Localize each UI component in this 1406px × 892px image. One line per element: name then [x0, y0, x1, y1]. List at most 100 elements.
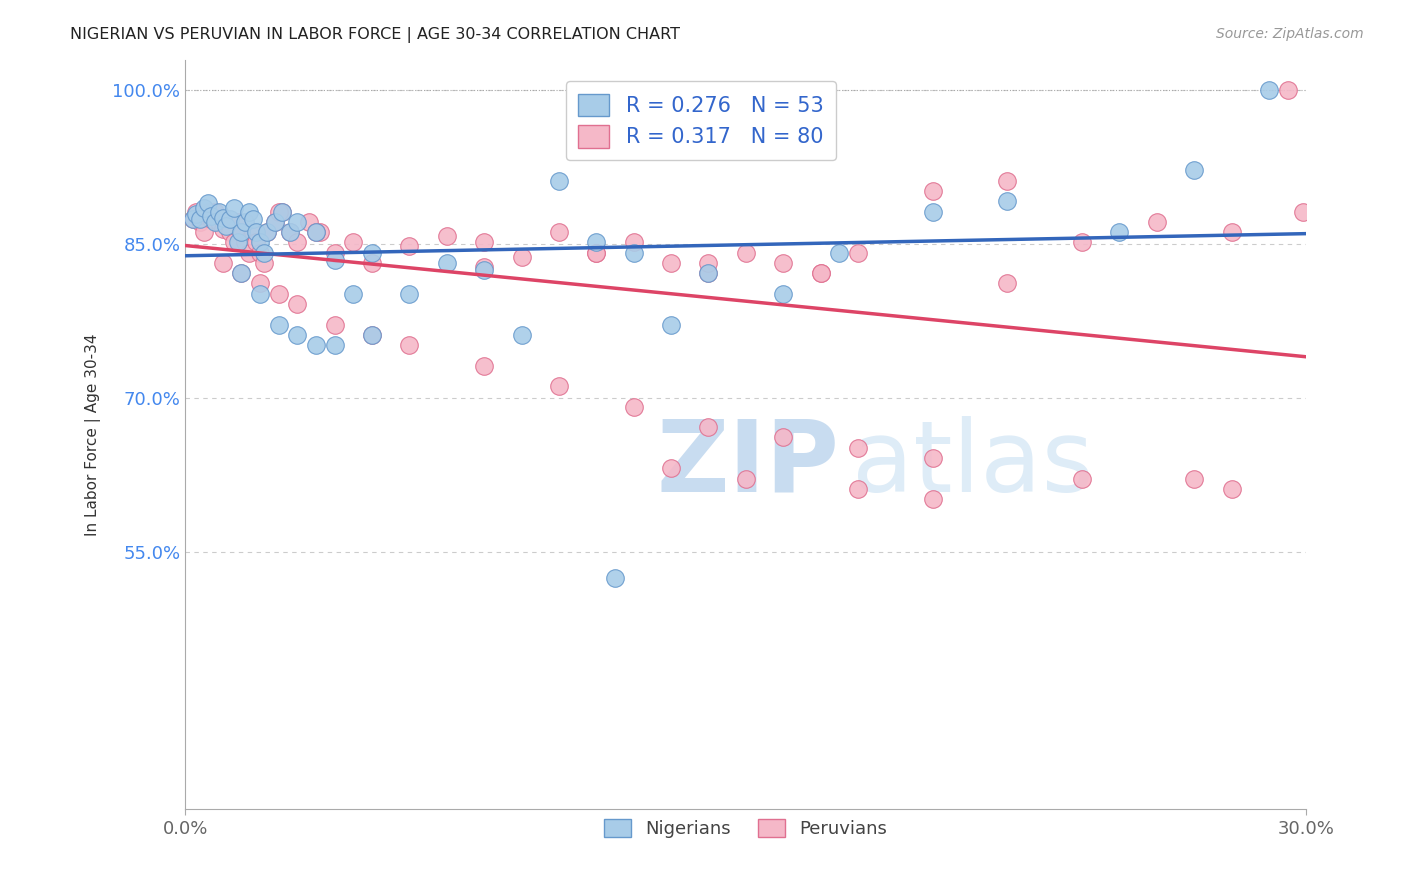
Point [398, 239, 420, 253]
Point [287, 327, 309, 342]
Point [278, 225, 301, 239]
Point [659, 461, 682, 475]
Point [297, 215, 319, 229]
Point [342, 286, 364, 301]
Point [305, 338, 328, 352]
Point [585, 235, 607, 250]
Point [193, 225, 215, 239]
Point [510, 250, 533, 264]
Point [226, 235, 249, 250]
Point [623, 235, 645, 250]
Point [603, 571, 626, 585]
Point [697, 266, 720, 280]
Point [921, 450, 943, 465]
Point [342, 235, 364, 250]
Point [200, 209, 222, 223]
Point [264, 215, 287, 229]
Point [846, 441, 869, 455]
Point [810, 266, 832, 280]
Point [249, 286, 271, 301]
Point [361, 327, 384, 342]
Point [253, 245, 276, 260]
Point [398, 338, 420, 352]
Point [215, 219, 238, 233]
Point [810, 266, 832, 280]
Point [1071, 471, 1094, 485]
Point [472, 235, 495, 250]
Point [361, 245, 384, 260]
Point [548, 379, 571, 393]
Point [623, 245, 645, 260]
Point [472, 260, 495, 274]
Text: atlas: atlas [852, 416, 1094, 513]
Point [188, 211, 211, 226]
Point [734, 245, 756, 260]
Point [1291, 204, 1313, 219]
Point [323, 245, 346, 260]
Point [287, 235, 309, 250]
Point [472, 359, 495, 373]
Point [256, 225, 278, 239]
Point [238, 245, 260, 260]
Point [193, 202, 215, 216]
Point [659, 318, 682, 332]
Point [1146, 215, 1168, 229]
Point [846, 482, 869, 496]
Point [585, 245, 607, 260]
Point [249, 235, 271, 250]
Point [510, 327, 533, 342]
Point [1182, 471, 1205, 485]
Point [215, 215, 238, 229]
Point [287, 297, 309, 311]
Point [231, 266, 253, 280]
Point [264, 215, 287, 229]
Point [200, 211, 222, 226]
Point [231, 266, 253, 280]
Point [287, 215, 309, 229]
Point [995, 174, 1018, 188]
Point [585, 245, 607, 260]
Point [623, 400, 645, 414]
Point [1220, 482, 1243, 496]
Point [361, 327, 384, 342]
Point [181, 211, 204, 226]
Point [188, 215, 211, 229]
Point [1108, 225, 1130, 239]
Point [267, 204, 290, 219]
Point [186, 204, 208, 219]
Point [256, 225, 278, 239]
Point [472, 263, 495, 277]
Point [253, 256, 276, 270]
Point [208, 215, 231, 229]
Point [323, 252, 346, 267]
Point [548, 225, 571, 239]
Point [734, 471, 756, 485]
Point [211, 211, 233, 225]
Point [995, 277, 1018, 291]
Legend: Nigerians, Peruvians: Nigerians, Peruvians [596, 812, 894, 845]
Point [1277, 83, 1299, 97]
Point [361, 256, 384, 270]
Point [1071, 235, 1094, 250]
Y-axis label: In Labor Force | Age 30-34: In Labor Force | Age 30-34 [86, 333, 101, 535]
Point [242, 211, 264, 226]
Point [249, 277, 271, 291]
Text: ZIP: ZIP [657, 416, 839, 513]
Point [219, 225, 242, 239]
Point [995, 194, 1018, 209]
Point [828, 245, 851, 260]
Point [208, 204, 231, 219]
Point [222, 202, 245, 216]
Point [231, 225, 253, 239]
Point [308, 225, 330, 239]
Point [242, 225, 264, 239]
Point [697, 256, 720, 270]
Point [186, 206, 208, 220]
Point [1220, 225, 1243, 239]
Point [659, 256, 682, 270]
Point [921, 204, 943, 219]
Point [305, 225, 328, 239]
Point [323, 318, 346, 332]
Point [219, 211, 242, 226]
Text: NIGERIAN VS PERUVIAN IN LABOR FORCE | AGE 30-34 CORRELATION CHART: NIGERIAN VS PERUVIAN IN LABOR FORCE | AG… [70, 27, 681, 43]
